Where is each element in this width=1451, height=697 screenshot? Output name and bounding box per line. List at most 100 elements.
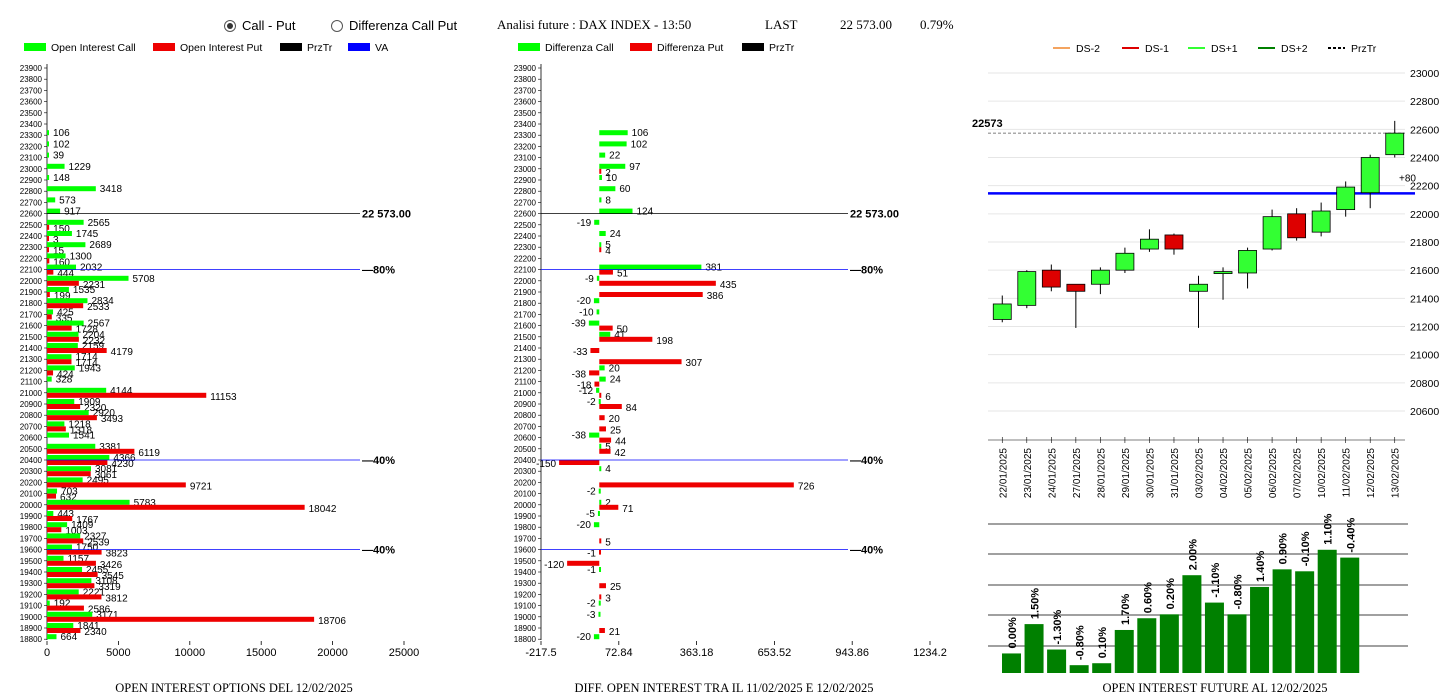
put-value-label: 3061: [95, 470, 118, 481]
call-value-label: 917: [64, 207, 81, 218]
put-bar: [47, 583, 95, 589]
date-tick-label: 04/02/2025: [1219, 448, 1230, 498]
call-value-label: 1229: [69, 162, 92, 173]
put-value-label: -18: [577, 381, 592, 392]
put-bar: [47, 303, 84, 309]
strike-tick-label: 23800: [514, 75, 537, 84]
strike-tick-label: 22800: [20, 187, 43, 196]
strike-tick-label: 23400: [514, 120, 537, 129]
legend-label: DS+1: [1211, 43, 1238, 55]
strike-tick-label: 23100: [20, 154, 43, 163]
call-value-label: 1943: [79, 363, 102, 374]
put-value-label: 4: [605, 246, 611, 257]
call-value-label: 443: [57, 509, 74, 520]
call-bar: [593, 522, 600, 528]
legend-swatch: [153, 43, 175, 51]
candle-body: [1140, 238, 1159, 250]
put-bar: [47, 572, 98, 577]
strike-tick-label: 18900: [514, 624, 537, 633]
date-tick-label: 22/01/2025: [998, 448, 1009, 498]
put-value-label: -120: [544, 560, 564, 571]
put-bar: [599, 269, 613, 275]
strike-tick-label: 21500: [514, 333, 537, 342]
call-value-label: -20: [576, 520, 591, 531]
strike-tick-label: 23900: [20, 64, 43, 73]
call-value-label: -20: [576, 632, 591, 643]
call-value-label: 3081: [95, 464, 118, 475]
strike-tick-label: 22300: [20, 243, 43, 252]
put-bar: [599, 549, 602, 555]
call-bar: [47, 600, 50, 606]
y-tick-label: 21400: [1410, 293, 1439, 305]
chart-title: OPEN INTEREST OPTIONS DEL 12/02/2025: [115, 681, 353, 695]
put-value-label: 6119: [138, 448, 160, 459]
call-bar: [47, 466, 91, 472]
date-tick-label: 23/01/2025: [1023, 448, 1034, 498]
call-bar: [599, 186, 616, 192]
put-bar: [47, 426, 66, 432]
put-value-label: 25: [610, 582, 622, 593]
call-bar: [599, 376, 606, 382]
put-value-label: 3493: [101, 414, 124, 425]
put-bar: [599, 594, 602, 600]
call-bar: [599, 175, 602, 180]
call-bar: [599, 152, 606, 158]
put-value-label: 386: [707, 291, 724, 302]
put-value-label: 2340: [84, 627, 107, 638]
call-value-label: 2159: [82, 341, 105, 352]
call-value-label: 1745: [76, 229, 99, 240]
strike-tick-label: 21700: [20, 310, 43, 319]
call-value-label: 2834: [91, 296, 114, 307]
put-value-label: 3: [53, 235, 59, 246]
put-bar: [599, 415, 605, 421]
radio-call-put-label: Call - Put: [242, 18, 296, 33]
strike-tick-label: 18900: [20, 624, 43, 633]
call-value-label: 425: [57, 307, 74, 318]
candle-body: [1385, 132, 1405, 156]
put-value-label: -150: [536, 459, 556, 470]
put-bar: [47, 471, 91, 477]
call-value-label: 3108: [95, 576, 118, 587]
put-value-label: -33: [573, 347, 588, 358]
call-value-label: -20: [576, 296, 591, 307]
call-bar: [47, 163, 65, 169]
call-value-label: 3381: [99, 442, 122, 453]
call-value-label: 5708: [133, 274, 156, 285]
strike-tick-label: 20100: [20, 490, 43, 499]
call-value-label: 1157: [68, 554, 90, 565]
legend-label: PrzTr: [769, 42, 795, 54]
annotation-label: —40%: [850, 545, 883, 557]
radio-call-put[interactable]: Call - Put: [224, 18, 295, 33]
strike-tick-label: 22500: [20, 221, 43, 230]
x-tick-label: 25000: [389, 647, 420, 659]
reference-label: +80: [1399, 173, 1416, 184]
strike-tick-label: 22600: [20, 210, 43, 219]
radio-differenza[interactable]: Differenza Call Put: [331, 18, 457, 33]
strike-tick-label: 22100: [20, 266, 43, 275]
call-bar: [47, 208, 61, 214]
legend-swatch: [742, 43, 764, 51]
future-bar-label: 2.00%: [1187, 539, 1199, 570]
future-bar-label: -1.30%: [1052, 609, 1064, 644]
strike-tick-label: 23200: [20, 142, 43, 151]
call-value-label: 2455: [86, 565, 109, 576]
radio-differenza-label: Differenza Call Put: [349, 18, 458, 33]
future-bar-label: 1.70%: [1120, 594, 1132, 625]
strike-tick-label: 23900: [514, 64, 537, 73]
call-bar: [599, 567, 602, 572]
call-bar: [47, 455, 110, 460]
put-bar: [599, 280, 716, 286]
legend-swatch: [280, 43, 302, 51]
put-bar: [47, 392, 207, 398]
call-value-label: -38: [572, 431, 587, 442]
put-value-label: 20: [609, 414, 621, 425]
put-bar: [47, 605, 84, 611]
put-bar: [47, 493, 57, 499]
future-bar: [1002, 653, 1021, 673]
annotation-label: —80%: [362, 265, 395, 277]
call-value-label: 106: [53, 128, 70, 139]
put-value-label: 21: [609, 627, 621, 638]
y-tick-label: 21200: [1410, 322, 1439, 334]
legend-label: PrzTr: [307, 42, 333, 54]
y-tick-label: 22400: [1410, 153, 1439, 165]
